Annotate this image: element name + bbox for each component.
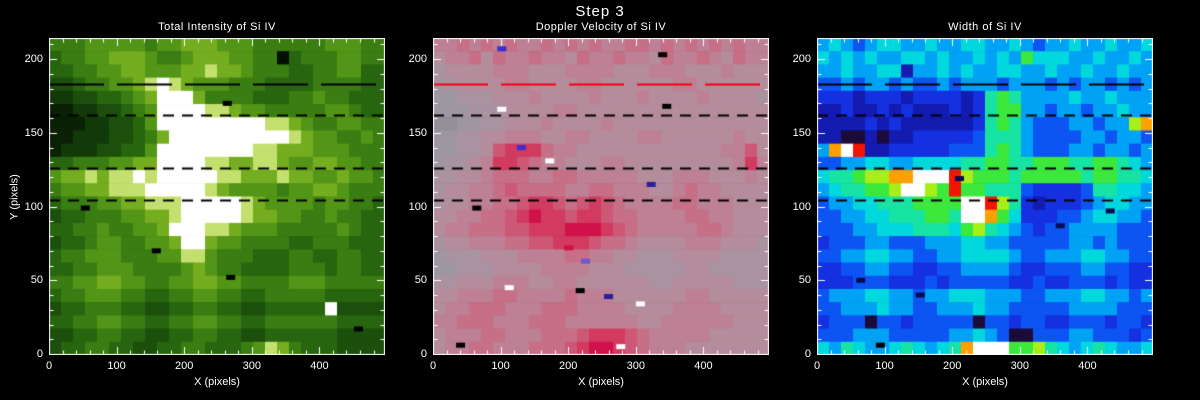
panel-title: Total Intensity of Si IV [158, 21, 276, 33]
x-tick-label: 300 [626, 360, 645, 372]
panel-total-intensity: Total Intensity of Si IV X (pixels) Y (p… [8, 21, 385, 388]
x-axis-label: X (pixels) [578, 376, 624, 388]
total-intensity-heatmap [49, 38, 385, 355]
panel-title: Width of Si IV [948, 21, 1022, 33]
y-tick-label: 50 [30, 274, 43, 287]
x-tick-label: 400 [694, 360, 713, 372]
x-axis-label: X (pixels) [194, 376, 240, 388]
x-tick-label: 0 [813, 360, 821, 372]
panel-title: Doppler Velocity of Si IV [535, 21, 667, 33]
x-tick-label: 0 [429, 360, 437, 372]
y-tick-label: 100 [792, 200, 811, 213]
y-tick-label: 50 [798, 274, 811, 287]
panel-line-width: Width of Si IV X (pixels) 0 100 200 300 400 0… [793, 21, 1153, 388]
step-title: Step 3 [575, 3, 625, 20]
x-tick-label: 0 [45, 360, 53, 372]
y-tick-label: 200 [408, 53, 427, 66]
x-tick-label: 200 [943, 360, 962, 372]
y-tick-label: 50 [414, 274, 427, 287]
x-tick-label: 400 [1078, 360, 1097, 372]
x-tick-label: 100 [875, 360, 894, 372]
x-tick-label: 200 [559, 360, 578, 372]
x-tick-label: 100 [107, 360, 126, 372]
y-tick-label: 0 [36, 348, 43, 360]
x-axis-label: X (pixels) [962, 376, 1008, 388]
x-tick-label: 300 [1010, 360, 1029, 372]
y-tick-label: 100 [24, 200, 43, 213]
y-tick-label: 150 [408, 126, 427, 139]
x-tick-label: 400 [310, 360, 329, 372]
doppler-velocity-heatmap [433, 38, 769, 355]
y-tick-label: 150 [792, 126, 811, 139]
line-width-heatmap [817, 38, 1153, 355]
y-axis-label: Y (pixels) [8, 173, 21, 220]
y-tick-label: 0 [804, 348, 811, 360]
y-tick-label: 100 [408, 200, 427, 213]
x-tick-label: 200 [175, 360, 194, 372]
x-tick-label: 300 [242, 360, 261, 372]
y-tick-label: 200 [792, 53, 811, 66]
y-tick-label: 200 [24, 53, 43, 66]
y-tick-label: 150 [24, 126, 43, 139]
panel-doppler-velocity: Doppler Velocity of Si IV X (pixels) 0 10… [409, 21, 769, 388]
y-tick-label: 0 [420, 348, 427, 360]
x-tick-label: 100 [491, 360, 510, 372]
